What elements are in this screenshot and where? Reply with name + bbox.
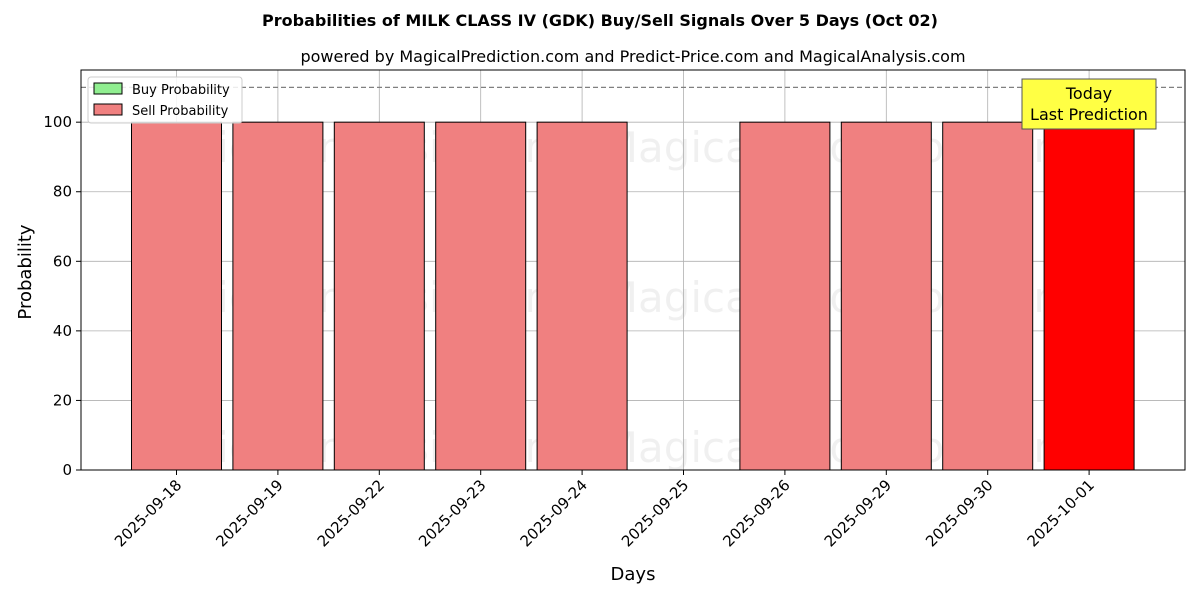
x-tick-label: 2025-09-30 [922,476,996,550]
bar-sell [739,121,831,471]
legend-box [87,76,243,124]
x-tick-label: 2025-09-19 [212,476,286,550]
x-tick-label: 2025-09-24 [517,476,591,550]
x-tick-label: 2025-09-29 [821,476,895,550]
x-tick-label: 2025-09-18 [111,476,185,550]
x-tick-label: 2025-09-26 [719,476,793,550]
plot-area [80,69,1186,471]
x-tick-label: 2025-10-01 [1024,476,1098,550]
x-axis: 2025-09-18 2025-09-19 2025-09-22 2025-09-23… [111,470,1098,550]
chart-subtitle: powered by MagicalPrediction.com and Pre… [300,47,965,66]
x-tick-label: 2025-09-25 [618,476,692,550]
bar-sell [1043,121,1135,471]
bar-sell [840,121,932,471]
bar-sell [942,121,1034,471]
y-tick-label: 100 [43,113,72,131]
y-axis: 0 20 40 60 80 100 [43,113,81,479]
y-tick-label: 40 [53,322,72,340]
bar-sell [333,121,425,471]
chart-title: Probabilities of MILK CLASS IV (GDK) Buy… [262,11,938,30]
bar-sell [131,121,222,471]
y-tick-label: 20 [53,391,72,409]
legend-label-buy: Buy Probability [132,83,230,98]
x-tick-label: 2025-09-22 [314,476,388,550]
y-tick-label: 60 [53,252,72,270]
y-tick-label: 80 [53,183,72,201]
legend-swatch-buy [93,82,123,95]
x-axis-label: Days [611,564,656,585]
y-tick-label: 0 [62,461,72,479]
legend-label-sell: Sell Probability [132,104,229,119]
y-axis-label: Probability [15,224,36,319]
bar-sell [435,121,527,471]
today-annotation: Today Last Prediction [1021,78,1157,130]
annotation-line-last-prediction: Last Prediction [1030,105,1148,124]
bar-sell [232,121,324,471]
legend: Buy Probability Sell Probability [87,76,243,124]
bar-sell [536,121,628,471]
x-tick-label: 2025-09-23 [415,476,489,550]
bars [131,121,1135,471]
legend-swatch-sell [93,103,123,116]
annotation-line-today: Today [1065,84,1112,103]
annotation-box [1021,78,1157,130]
